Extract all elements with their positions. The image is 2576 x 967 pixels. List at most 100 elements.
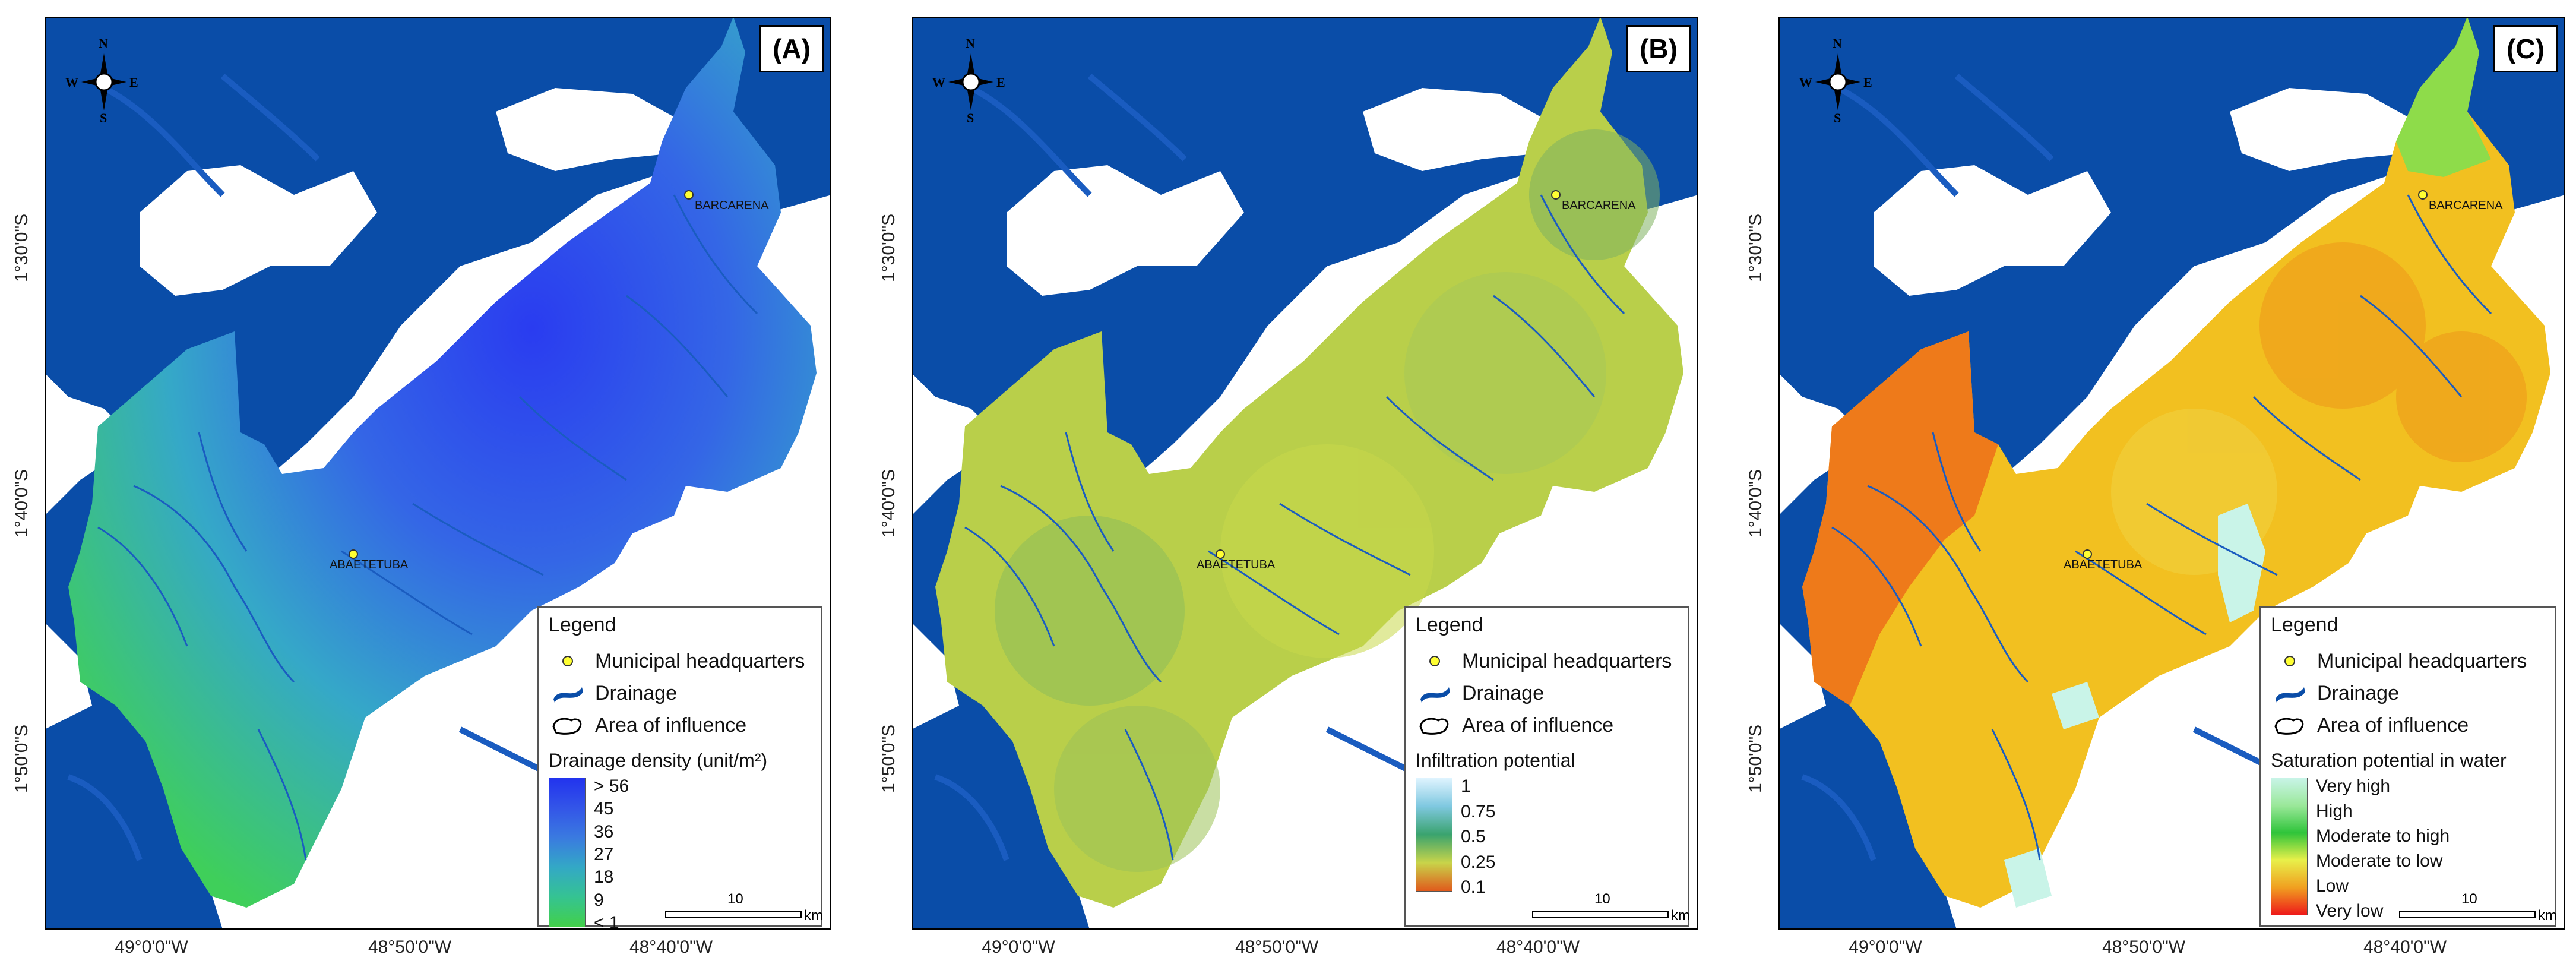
drainage-network (964, 194, 1625, 861)
scale-unit: km (2538, 908, 2557, 924)
ramp-title: Drainage density (unit/m²) (549, 750, 768, 771)
area-outline-icon (549, 713, 587, 737)
lon-tick: 48°50'0"W (368, 937, 452, 957)
lon-tick: 49°0'0"W (115, 937, 188, 957)
legend: Legend Municipal headquarters Drainage A… (1404, 606, 1689, 927)
scale-unit: km (804, 908, 823, 924)
north-arrow-icon: N S E W (65, 36, 143, 125)
compass-w: W (65, 75, 78, 90)
ramp-label: Very high (2316, 776, 2391, 796)
town-marker-icon (1416, 649, 1454, 673)
area-outline-icon (1416, 713, 1454, 737)
north-shore (1363, 88, 1553, 171)
town-label-abaetetuba: ABAETETUBA (2064, 558, 2143, 571)
ramp-label: Very low (2316, 901, 2384, 921)
legend-item: Municipal headquarters (2317, 649, 2527, 672)
legend-title: Legend (549, 614, 616, 636)
scale-number: 10 (727, 891, 743, 907)
legend-item: Municipal headquarters (595, 649, 805, 672)
scale-number: 10 (1594, 891, 1610, 907)
compass-s: S (967, 110, 974, 125)
north-shore (2230, 88, 2420, 171)
town-label-abaetetuba: ABAETETUBA (330, 558, 409, 571)
legend-title: Legend (2271, 614, 2338, 636)
lat-tick: 1°40'0"S (12, 469, 31, 538)
town-marker-icon (2271, 649, 2309, 673)
panel-label: (C) (2493, 25, 2558, 72)
compass-e: E (1863, 75, 1872, 90)
north-shore (140, 165, 377, 296)
west-island (1802, 331, 1998, 706)
scale-bar: 10 km (2399, 891, 2557, 927)
color-ramp (1416, 778, 1452, 892)
ramp-label: > 56 (594, 776, 629, 796)
legend-title: Legend (1416, 614, 1483, 636)
scale-number: 10 (2461, 891, 2477, 907)
lat-tick: 1°50'0"S (1746, 724, 1765, 793)
ramp-title: Infiltration potential (1416, 750, 1575, 771)
very-high-patch (2218, 504, 2265, 622)
town-marker (2418, 190, 2428, 200)
drainage-icon (2271, 681, 2309, 705)
compass-s: S (100, 110, 107, 125)
area-outline-icon (2271, 713, 2309, 737)
study-area (68, 17, 817, 908)
ramp-label: 36 (594, 821, 614, 842)
legend-item: Area of influence (1462, 713, 1614, 737)
ramp-label: 0.75 (1461, 801, 1496, 821)
lat-tick: 1°30'0"S (12, 213, 31, 282)
very-high-patch (2004, 848, 2052, 908)
lat-tick: 1°30'0"S (1746, 213, 1765, 282)
north-arrow-icon: N S E W (1799, 36, 1876, 125)
north-shore (1874, 165, 2111, 296)
map-canvas (45, 17, 831, 930)
lat-tick: 1°40'0"S (1746, 469, 1765, 538)
legend-item: Municipal headquarters (1462, 649, 1672, 672)
compass-s: S (1834, 110, 1841, 125)
lat-tick: 1°30'0"S (879, 213, 898, 282)
ramp-label: < 1 (594, 912, 619, 933)
lat-tick: 1°50'0"S (12, 724, 31, 793)
drainage-network (97, 194, 758, 861)
ramp-label: Moderate to high (2316, 826, 2450, 846)
map-panel-b: N S E W (B) BARCARENA ABAETETUBA 1°30'0"… (867, 0, 1698, 967)
compass-n: N (99, 36, 108, 50)
ramp-label: 0.5 (1461, 827, 1486, 846)
lon-tick: 49°0'0"W (982, 937, 1055, 957)
lon-tick: 48°40'0"W (1496, 937, 1580, 957)
compass-e: E (129, 75, 138, 90)
compass-n: N (1833, 36, 1842, 50)
ramp-label: 1 (1461, 776, 1471, 796)
scale-unit: km (1671, 908, 1690, 924)
lon-tick: 48°50'0"W (2102, 937, 2186, 957)
map-panel-c: N S E W (C) BARCARENA ABAETETUBA 1°30'0"… (1734, 0, 2565, 967)
legend: Legend Municipal headquarters Drainage A… (2259, 606, 2556, 927)
ramp-label: 0.25 (1461, 852, 1496, 872)
lon-tick: 49°0'0"W (1849, 937, 1922, 957)
lat-tick: 1°40'0"S (879, 469, 898, 538)
scale-bar: 10 km (1532, 891, 1690, 927)
scale-bar: 10 km (665, 891, 823, 927)
compass-w: W (932, 75, 945, 90)
town-label-abaetetuba: ABAETETUBA (1197, 558, 1276, 571)
legend-item: Drainage (595, 681, 677, 704)
map-canvas (1778, 17, 2565, 930)
lon-tick: 48°50'0"W (1235, 937, 1319, 957)
drainage-icon (549, 681, 587, 705)
panel-label: (A) (759, 25, 824, 72)
legend-item: Area of influence (595, 713, 747, 737)
ramp-title: Saturation potential in water (2271, 750, 2507, 771)
ramp-label: 18 (594, 867, 614, 887)
map-panel-a: N S E W (A) BARCARENA ABAETETUBA 1°30'0"… (0, 0, 831, 967)
texture (995, 129, 1660, 872)
ramp-label: Low (2316, 876, 2349, 896)
very-high-patch (2052, 682, 2099, 729)
legend-item: Drainage (2317, 681, 2399, 704)
ramp-label: 27 (594, 844, 614, 864)
drainage-icon (1416, 681, 1454, 705)
ramp-label: High (2316, 801, 2353, 821)
legend-item: Area of influence (2317, 713, 2469, 737)
compass-e: E (996, 75, 1005, 90)
town-label-barcarena: BARCARENA (695, 199, 769, 212)
ramp-label: 0.1 (1461, 877, 1486, 897)
